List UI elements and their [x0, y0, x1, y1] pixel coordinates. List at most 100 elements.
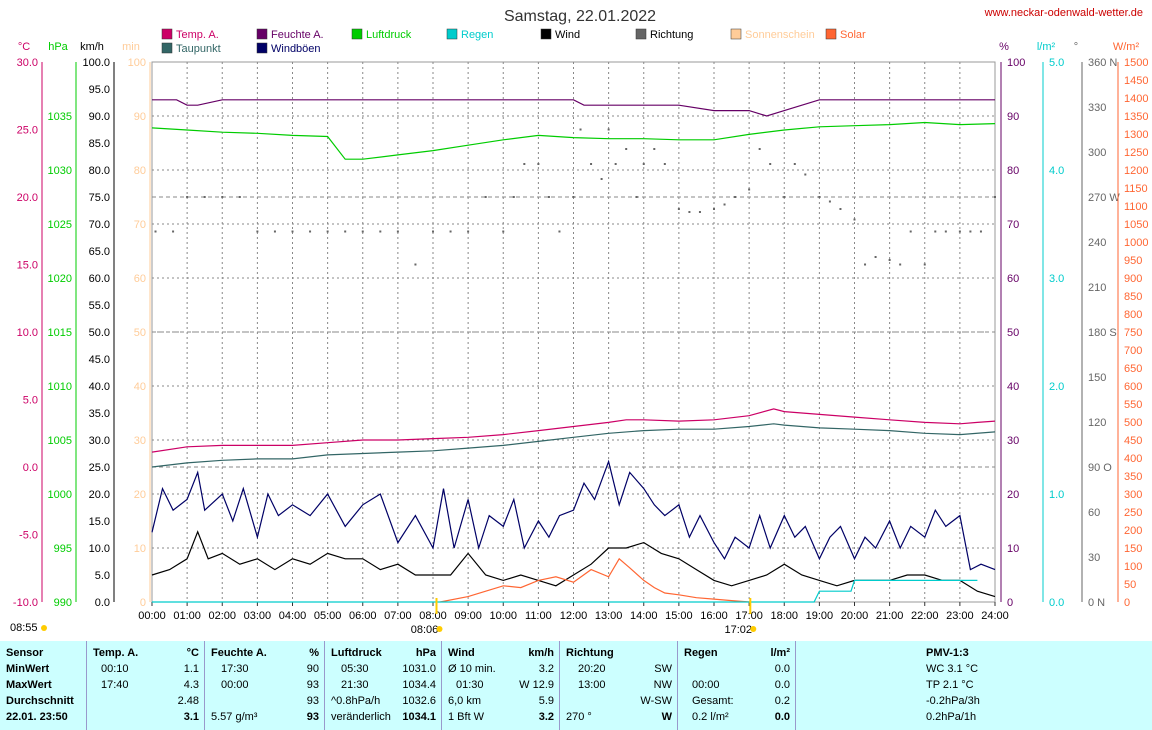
- axis-tick-wind: 90.0: [89, 111, 110, 123]
- axis-tick-solar: 300: [1124, 489, 1142, 501]
- axis-tick-wind: 20.0: [89, 489, 110, 501]
- x-tick-label: 03:00: [244, 610, 272, 622]
- direction-point: [273, 230, 276, 233]
- direction-point: [344, 230, 347, 233]
- axis-tick-solar: 150: [1124, 543, 1142, 555]
- axis-unit-solar: W/m²: [1113, 41, 1140, 53]
- direction-point: [642, 163, 645, 165]
- direction-point: [888, 259, 891, 261]
- axis-tick-pressure: 990: [54, 597, 72, 609]
- axis-unit-wind: km/h: [80, 41, 104, 53]
- direction-point: [864, 263, 867, 266]
- axis-tick-humidity: 30: [1007, 435, 1019, 447]
- direction-point: [154, 230, 157, 233]
- current-time-sun-icon: [41, 625, 47, 631]
- axis-tick-pressure: 1010: [48, 381, 72, 393]
- axis-tick-solar: 900: [1124, 273, 1142, 285]
- axis-unit-temp: °C: [18, 41, 30, 53]
- axis-unit-dir: °: [1074, 41, 1078, 53]
- axis-tick-wind: 55.0: [89, 300, 110, 312]
- axis-tick-solar: 1000: [1124, 237, 1148, 249]
- axis-tick-sun: 100: [128, 57, 146, 69]
- axis-tick-sun: 0: [140, 597, 146, 609]
- x-tick-label: 12:00: [560, 610, 588, 622]
- direction-point: [713, 208, 715, 210]
- x-tick-label: 24:00: [981, 610, 1009, 622]
- axis-tick-wind: 40.0: [89, 381, 110, 393]
- axis-tick-temp: 0.0: [23, 462, 38, 474]
- legend-item-label: Taupunkt: [176, 43, 221, 55]
- direction-point: [600, 178, 603, 180]
- wind-max-time: 01:30: [456, 679, 484, 691]
- summary-col-wind: Wind km/h Ø 10 min. 3.2 01:30 W 12.9 6,0 km…: [441, 641, 560, 730]
- axis-tick-rain: 3.0: [1049, 273, 1064, 285]
- summary-row-label: 22.01. 23:50: [6, 711, 68, 723]
- axis-tick-pressure: 1000: [48, 489, 72, 501]
- axis-tick-solar: 950: [1124, 255, 1142, 267]
- axis-tick-temp: 20.0: [17, 192, 38, 204]
- temp-unit: °C: [186, 647, 199, 659]
- sunset-icon: [750, 626, 757, 632]
- direction-point: [839, 208, 842, 210]
- direction-point: [688, 211, 691, 213]
- axis-tick-humidity: 80: [1007, 165, 1019, 177]
- pressure-header: Luftdruck: [331, 647, 382, 659]
- temp-max: 4.3: [183, 679, 199, 691]
- x-tick-label: 07:00: [384, 610, 412, 622]
- x-tick-label: 06:00: [349, 610, 377, 622]
- humidity-min-time: 17:30: [221, 663, 249, 675]
- series-line-regen: [152, 579, 978, 603]
- legend-swatch: [256, 28, 268, 40]
- pmv-trend-3h: -0.2hPa/3h: [926, 695, 980, 707]
- direction-degrees: 270 °: [566, 711, 592, 723]
- axis-tick-wind: 70.0: [89, 219, 110, 231]
- axis-tick-solar: 550: [1124, 399, 1142, 411]
- pressure-tendency: veränderlich: [331, 711, 391, 723]
- summary-col-pmv: PMV-1:3 WC 3.1 °C TP 2.1 °C -0.2hPa/3h 0…: [795, 641, 1152, 730]
- x-tick-label: 17:00: [735, 610, 763, 622]
- axis-tick-solar: 1050: [1124, 219, 1148, 231]
- summary-sensor-header: Sensor: [6, 647, 44, 659]
- axis-tick-solar: 800: [1124, 309, 1142, 321]
- direction-point: [523, 163, 526, 165]
- axis-tick-dir: 210: [1088, 282, 1106, 294]
- rain-max-time: 00:00: [692, 679, 720, 691]
- pressure-unit: hPa: [415, 647, 436, 659]
- legend-item-label: Solar: [840, 29, 866, 41]
- direction-point: [783, 196, 786, 198]
- website-link[interactable]: www.neckar-odenwald-wetter.de: [984, 7, 1143, 19]
- x-tick-label: 21:00: [876, 610, 904, 622]
- direction-point: [449, 230, 452, 233]
- direction-point: [512, 196, 515, 198]
- axis-tick-solar: 1150: [1124, 183, 1148, 195]
- direction-point: [607, 128, 610, 131]
- direction-point: [923, 263, 926, 266]
- direction-point: [748, 188, 751, 191]
- axis-unit-humidity: %: [999, 41, 1009, 53]
- axis-tick-solar: 850: [1124, 291, 1142, 303]
- legend-swatch: [825, 28, 837, 40]
- axis-tick-wind: 5.0: [95, 570, 110, 582]
- direction-point: [572, 196, 575, 198]
- x-tick-label: 05:00: [314, 610, 342, 622]
- direction-point: [625, 148, 628, 150]
- humidity-unit: %: [309, 647, 319, 659]
- pmv-trend-1h: 0.2hPa/1h: [926, 711, 977, 723]
- direction-current: W: [661, 711, 672, 723]
- direction-point: [396, 230, 399, 233]
- rain-max: 0.0: [774, 679, 790, 691]
- humidity-min: 90: [306, 663, 319, 675]
- direction-max-time: 13:00: [578, 679, 606, 691]
- direction-point: [734, 196, 737, 198]
- pmv-windchill: WC 3.1 °C: [926, 663, 979, 675]
- legend-swatch: [161, 28, 173, 40]
- axis-tick-sun: 20: [134, 489, 146, 501]
- direction-point: [291, 230, 294, 233]
- axis-tick-solar: 400: [1124, 453, 1142, 465]
- axis-tick-sun: 90: [134, 111, 146, 123]
- pmv-header: PMV-1:3: [926, 647, 969, 659]
- axis-tick-temp: 10.0: [17, 327, 38, 339]
- axis-tick-wind: 80.0: [89, 165, 110, 177]
- humidity-max-time: 00:00: [221, 679, 249, 691]
- axis-tick-pressure: 1020: [48, 273, 72, 285]
